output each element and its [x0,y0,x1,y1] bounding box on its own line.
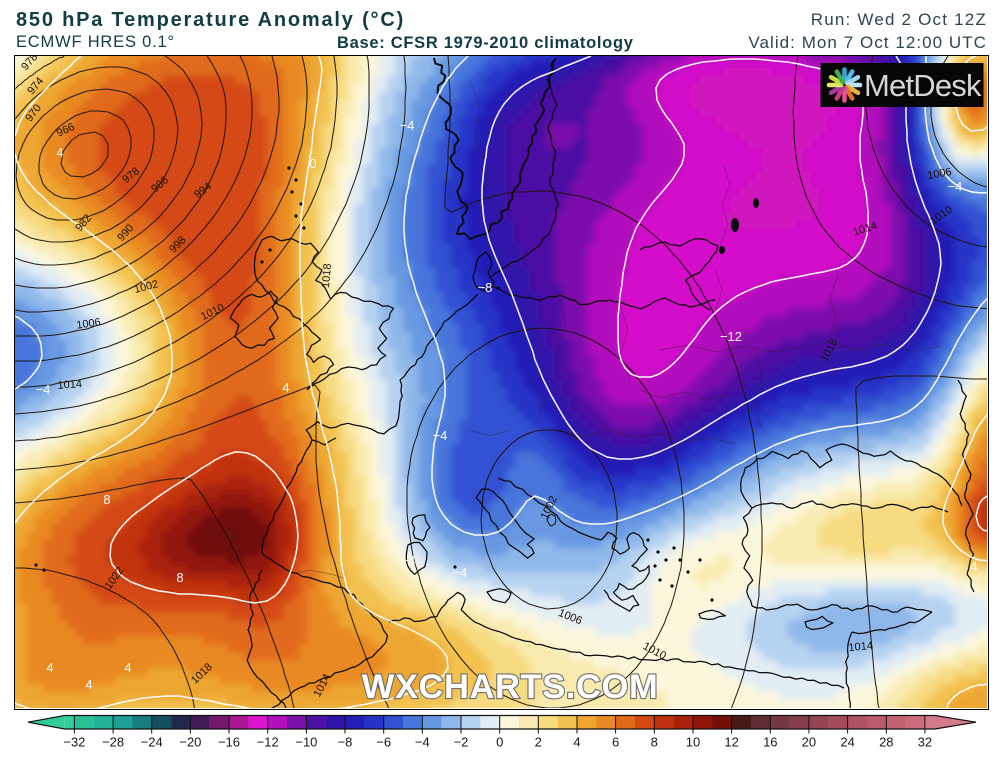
svg-text:−24: −24 [141,735,163,750]
svg-text:4: 4 [124,660,131,675]
svg-text:−6: −6 [376,735,391,750]
svg-text:6: 6 [612,735,619,750]
svg-text:32: 32 [918,735,932,750]
svg-text:−4: −4 [36,382,51,397]
svg-text:2: 2 [535,735,542,750]
svg-text:−4: −4 [433,428,448,443]
svg-text:1002: 1002 [133,278,160,296]
svg-text:−8: −8 [478,280,493,295]
svg-text:1014: 1014 [848,640,873,654]
svg-text:4: 4 [85,677,92,692]
svg-text:12: 12 [724,735,738,750]
svg-text:−4: −4 [415,735,430,750]
svg-text:28: 28 [879,735,893,750]
svg-text:1018: 1018 [320,263,334,288]
svg-text:−4: −4 [453,565,468,580]
svg-text:1006: 1006 [76,316,102,331]
svg-text:−12: −12 [720,329,742,344]
svg-text:4: 4 [573,735,580,750]
svg-text:WXCHARTS.COM: WXCHARTS.COM [362,668,659,706]
svg-text:−8: −8 [338,735,353,750]
svg-text:−10: −10 [295,735,317,750]
svg-text:4: 4 [56,145,63,160]
svg-text:−32: −32 [63,735,85,750]
svg-text:−4: −4 [400,118,415,133]
svg-text:MetDesk: MetDesk [864,68,982,103]
svg-text:−4: −4 [948,179,963,194]
svg-text:0: 0 [496,735,503,750]
svg-text:−2: −2 [454,735,469,750]
svg-text:24: 24 [840,735,854,750]
svg-text:4: 4 [282,380,289,395]
svg-text:1014: 1014 [57,378,82,392]
svg-text:0: 0 [309,156,316,171]
svg-text:1006: 1006 [926,166,952,182]
svg-text:−12: −12 [257,735,279,750]
svg-text:8: 8 [651,735,658,750]
svg-text:−4: −4 [401,553,416,568]
svg-text:−20: −20 [179,735,201,750]
svg-text:−28: −28 [102,735,124,750]
svg-text:8: 8 [176,570,183,585]
svg-text:10: 10 [686,735,700,750]
svg-text:4: 4 [970,559,977,574]
svg-text:4: 4 [46,660,53,675]
svg-text:−16: −16 [218,735,240,750]
svg-text:20: 20 [802,735,816,750]
svg-text:16: 16 [763,735,777,750]
svg-text:8: 8 [103,492,110,507]
